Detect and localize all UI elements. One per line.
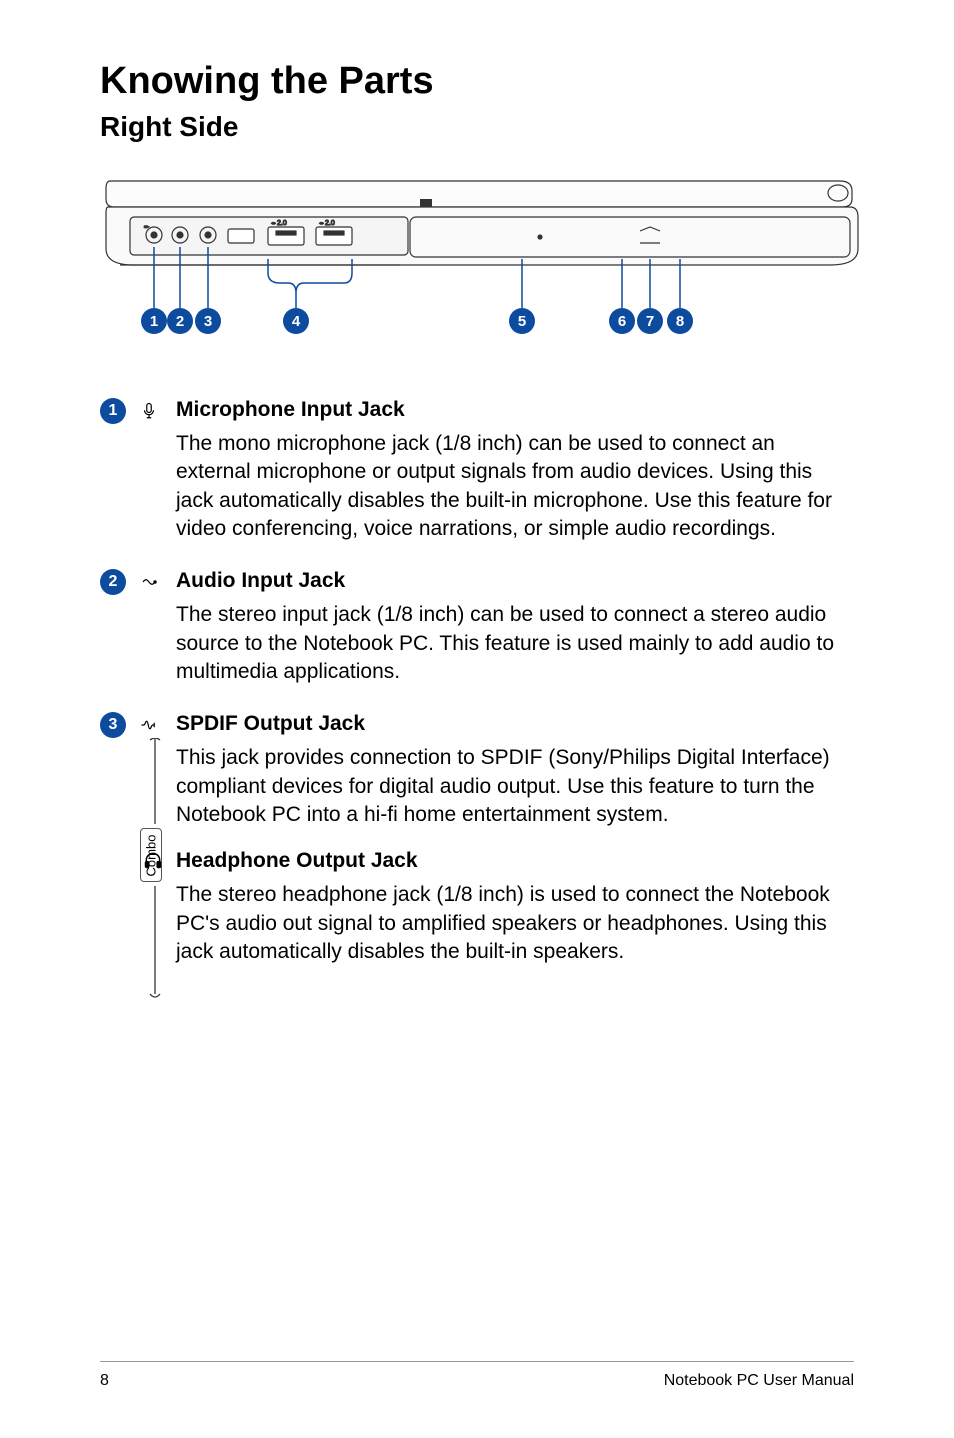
footer-label: Notebook PC User Manual	[664, 1372, 854, 1390]
svg-text:⇔2.0: ⇔2.0	[318, 220, 335, 227]
item-2-body: The stereo input jack (1/8 inch) can be …	[176, 601, 854, 686]
badge-1: 1	[100, 398, 126, 424]
page-title: Knowing the Parts	[100, 60, 854, 103]
item-headphone: Headphone Output Jack The stereo headpho…	[100, 849, 854, 966]
svg-text:8: 8	[676, 313, 684, 330]
svg-text:✏: ✏	[144, 225, 149, 231]
item-3-title: SPDIF Output Jack	[176, 712, 854, 736]
page-footer: 8 Notebook PC User Manual	[100, 1361, 854, 1390]
item-2-title: Audio Input Jack	[176, 569, 854, 593]
svg-text:4: 4	[292, 313, 301, 330]
badge-2: 2	[100, 569, 126, 595]
svg-text:1: 1	[150, 313, 158, 330]
item-1: 1 Microphone Input Jack The mono microph…	[100, 398, 854, 543]
page-subtitle: Right Side	[100, 111, 854, 143]
spdif-icon	[138, 714, 160, 736]
item-1-title: Microphone Input Jack	[176, 398, 854, 422]
svg-text:7: 7	[646, 313, 654, 330]
laptop-side-diagram: ✏ ⇔2.0 ⇔2.0 1 2 3 4 5 6 7 8	[100, 173, 854, 358]
item-1-body: The mono microphone jack (1/8 inch) can …	[176, 430, 854, 543]
item-3-body: This jack provides connection to SPDIF (…	[176, 744, 854, 829]
item-headphone-title: Headphone Output Jack	[176, 849, 854, 873]
svg-text:3: 3	[204, 313, 212, 330]
badge-3: 3	[100, 712, 126, 738]
audio-input-icon	[138, 571, 160, 593]
microphone-icon	[138, 400, 160, 422]
item-2: 2 Audio Input Jack The stereo input jack…	[100, 569, 854, 686]
headphone-icon	[142, 849, 164, 871]
svg-text:5: 5	[518, 313, 526, 330]
item-3: 3 Combo SPDIF Output Jack This jack prov…	[100, 712, 854, 829]
svg-text:2: 2	[176, 313, 184, 330]
svg-text:⇔2.0: ⇔2.0	[270, 220, 287, 227]
item-headphone-body: The stereo headphone jack (1/8 inch) is …	[176, 881, 854, 966]
svg-text:6: 6	[618, 313, 626, 330]
page-number: 8	[100, 1372, 109, 1390]
